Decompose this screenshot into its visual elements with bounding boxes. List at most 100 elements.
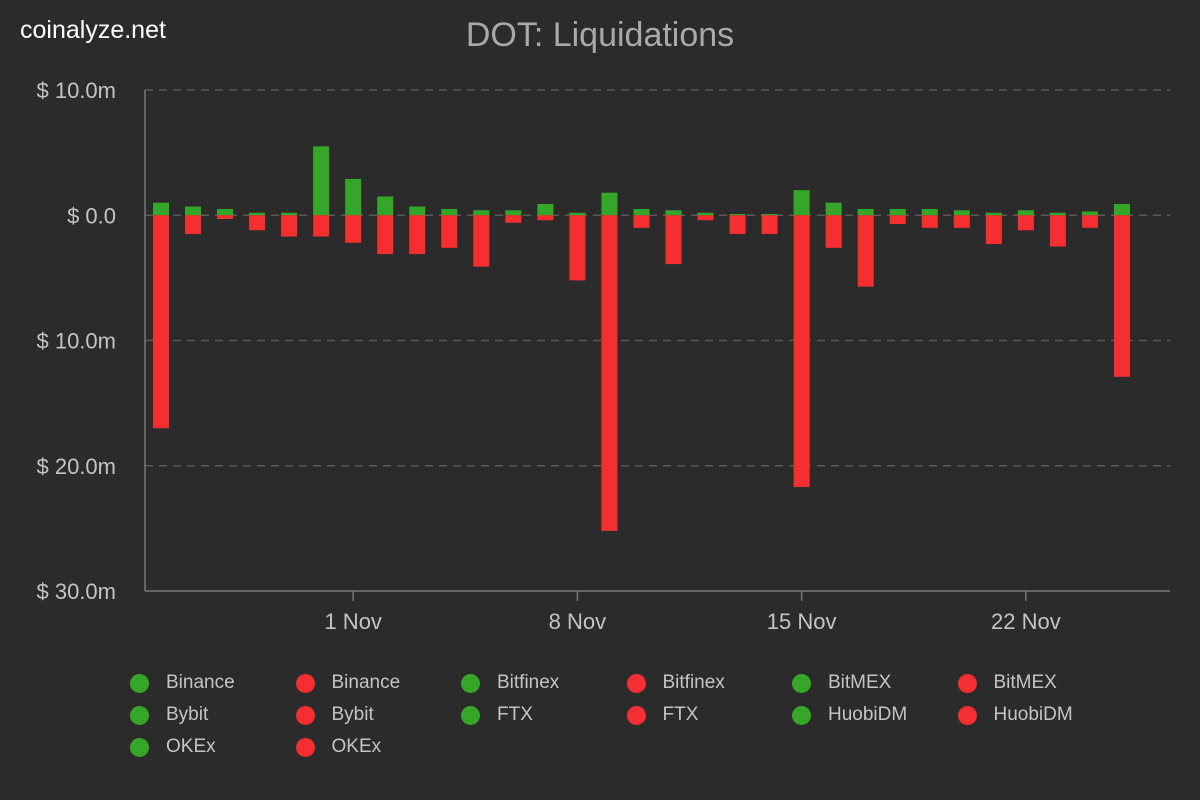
short-liquidation-bar <box>793 215 810 488</box>
legend-label: BitMEX <box>993 672 1057 693</box>
long-liquidation-bar <box>665 210 682 216</box>
short-liquidation-bar <box>313 215 330 237</box>
x-tick-label: 8 Nov <box>549 609 606 634</box>
legend-label: Bitfinex <box>662 672 725 693</box>
long-liquidation-bar <box>825 202 842 216</box>
legend-label: Binance <box>166 672 235 693</box>
short-liquidation-bar <box>1017 215 1034 231</box>
legend-label: FTX <box>497 704 533 725</box>
short-liquidation-bar <box>889 215 906 225</box>
legend-dot-icon <box>295 673 315 693</box>
legend-dot-icon <box>626 673 646 693</box>
long-liquidation-bar <box>377 196 394 216</box>
long-liquidation-bar <box>505 210 522 216</box>
short-liquidation-bar <box>857 215 874 287</box>
legend-dot-icon <box>130 705 149 725</box>
short-liquidation-bar <box>697 215 714 221</box>
legend-dot-icon <box>792 673 811 693</box>
short-liquidation-bar <box>985 215 1002 245</box>
long-liquidation-bar <box>345 178 362 216</box>
legend-item[interactable]: BitMEX <box>957 670 1057 696</box>
long-liquidation-bar <box>185 206 202 216</box>
short-liquidation-bar <box>633 215 650 228</box>
short-liquidation-bar <box>409 215 426 255</box>
legend-item[interactable]: OKEx <box>130 734 216 760</box>
short-liquidation-bar <box>249 215 266 231</box>
long-liquidation-bar <box>857 208 874 216</box>
legend-dot-icon <box>295 705 315 725</box>
short-liquidation-bar <box>345 215 362 243</box>
short-liquidation-bar <box>921 215 938 228</box>
long-liquidation-bar <box>633 208 650 216</box>
long-liquidation-bar <box>569 212 586 216</box>
legend-item[interactable]: Bybit <box>295 702 374 728</box>
legend-dot-icon <box>295 737 315 757</box>
legend-label: BitMEX <box>828 672 892 693</box>
legend-item[interactable]: Binance <box>130 670 235 696</box>
legend-item[interactable]: Bitfinex <box>461 670 559 696</box>
liquidations-chart: $ 10.0m $ 0.0 $ 10.0m $ 20.0m $ 30.0m 1 Nov 8 … <box>37 78 1170 634</box>
legend-item[interactable]: HuobiDM <box>957 702 1073 728</box>
y-tick-label: $ 10.0m <box>37 78 117 103</box>
short-liquidation-bar <box>441 215 458 248</box>
legend-label: Bybit <box>331 704 374 725</box>
long-liquidation-bar <box>985 212 1002 216</box>
short-liquidation-bar <box>729 215 746 235</box>
short-liquidation-bar <box>185 215 202 235</box>
long-liquidation-bar <box>761 213 778 216</box>
long-liquidation-bar <box>153 202 170 216</box>
legend-item[interactable]: OKEx <box>295 734 381 760</box>
y-tick-label: $ 10.0m <box>37 329 117 354</box>
short-liquidation-bar <box>665 215 682 265</box>
long-liquidation-bar <box>793 190 810 216</box>
long-liquidation-bar <box>1081 211 1098 216</box>
legend-dot-icon <box>461 673 480 693</box>
legend-dot-icon <box>792 705 811 725</box>
legend-item[interactable]: Binance <box>295 670 401 696</box>
short-liquidation-bar <box>1113 215 1130 377</box>
long-liquidation-bar <box>1049 212 1066 216</box>
short-liquidation-bar <box>217 215 234 220</box>
short-liquidation-bar <box>1049 215 1066 247</box>
legend-dot-icon <box>130 737 149 757</box>
short-liquidation-bar <box>537 215 554 221</box>
long-liquidation-bar <box>921 208 938 216</box>
long-liquidation-bar <box>953 210 970 216</box>
short-liquidation-bar <box>505 215 522 223</box>
legend-item[interactable]: FTX <box>461 702 533 728</box>
legend-item[interactable]: Bybit <box>130 702 208 728</box>
site-brand: coinalyze.net <box>20 16 166 44</box>
x-tick-label: 15 Nov <box>767 609 837 634</box>
short-liquidation-bar <box>377 215 394 255</box>
legend-dot-icon <box>461 705 480 725</box>
long-liquidation-bar <box>313 146 330 216</box>
short-liquidation-bar <box>281 215 298 237</box>
short-liquidation-bar <box>473 215 490 267</box>
long-liquidation-bar <box>441 208 458 216</box>
legend-label: Binance <box>331 672 401 693</box>
legend-dot-icon <box>957 673 977 693</box>
short-liquidation-bar <box>569 215 586 281</box>
legend-label: OKEx <box>166 736 216 757</box>
long-liquidation-bar <box>217 208 234 216</box>
short-liquidation-bar <box>953 215 970 228</box>
long-liquidation-bar <box>473 210 490 216</box>
short-liquidation-bar <box>1081 215 1098 228</box>
long-liquidation-bar <box>697 212 714 216</box>
long-liquidation-bar <box>601 192 618 216</box>
y-tick-label: $ 30.0m <box>37 579 117 604</box>
x-tick-label: 22 Nov <box>991 609 1061 634</box>
legend-dot-icon <box>130 673 149 693</box>
long-liquidation-bar <box>889 208 906 216</box>
legend-item[interactable]: BitMEX <box>792 670 891 696</box>
x-tick-label: 1 Nov <box>324 609 381 634</box>
y-tick-label: $ 20.0m <box>37 454 117 479</box>
short-liquidation-bar <box>761 215 778 235</box>
legend-dot-icon <box>957 705 977 725</box>
legend-item[interactable]: HuobiDM <box>792 702 907 728</box>
legend-label: HuobiDM <box>828 704 908 725</box>
legend-item[interactable]: Bitfinex <box>626 670 725 696</box>
legend-item[interactable]: FTX <box>626 702 698 728</box>
chart-title: DOT: Liquidations <box>465 16 735 54</box>
long-liquidation-bar <box>249 212 266 216</box>
